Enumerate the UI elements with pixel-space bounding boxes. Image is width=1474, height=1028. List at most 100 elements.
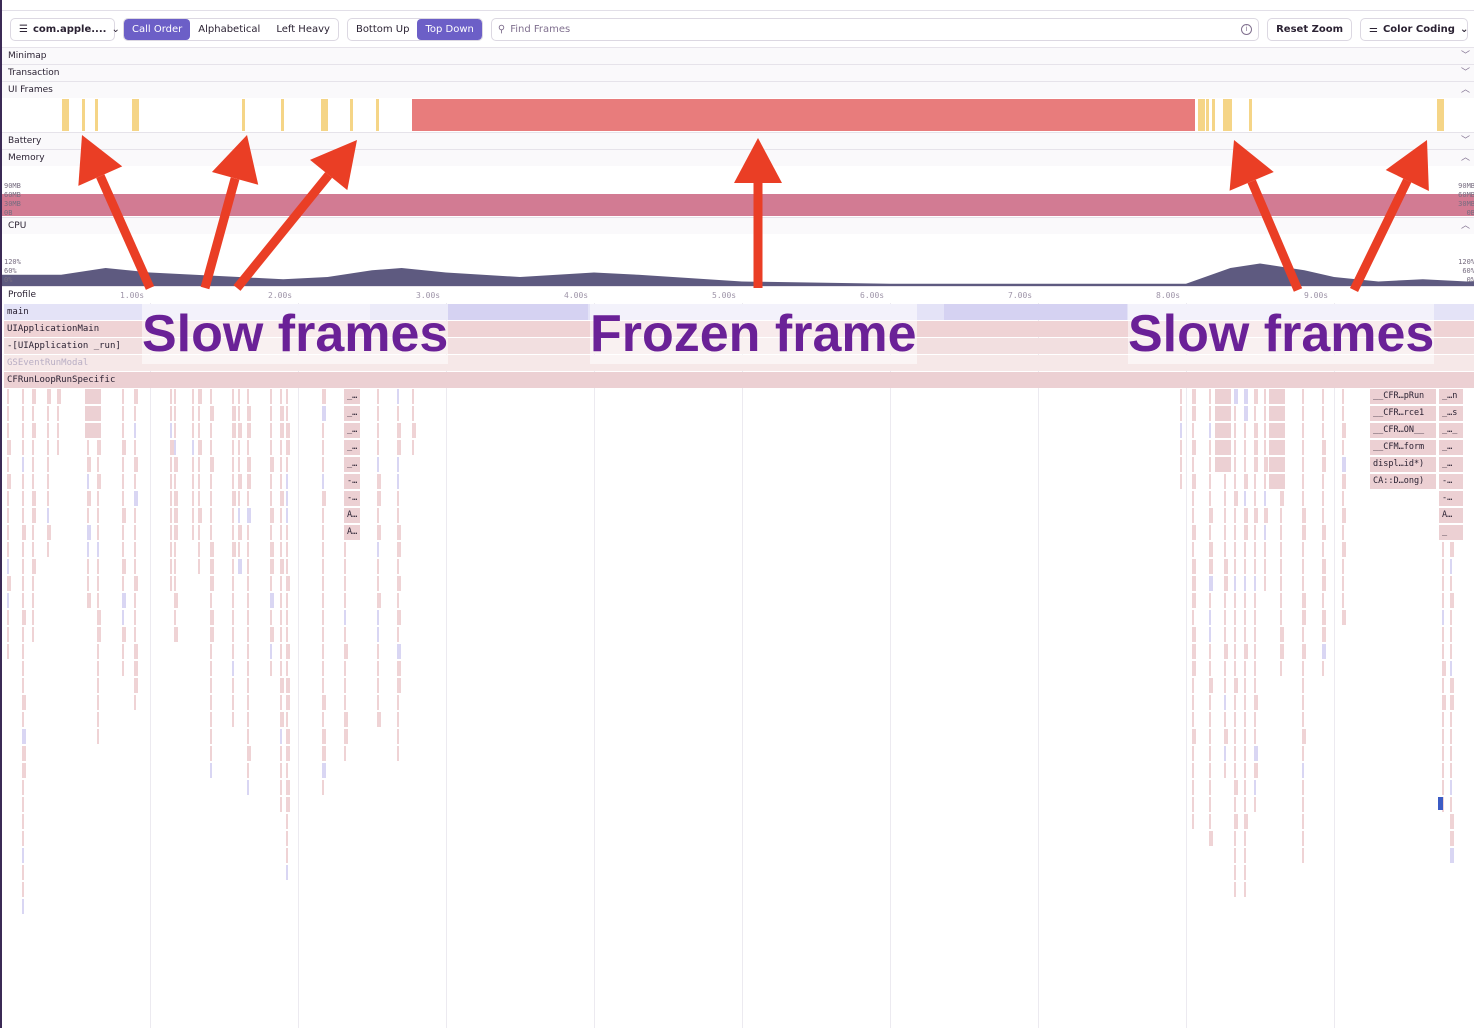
flame-frame[interactable] [280, 389, 282, 404]
flame-frame[interactable] [1322, 542, 1324, 557]
flame-frame[interactable] [247, 729, 249, 744]
flame-frame[interactable] [397, 474, 399, 489]
flame-frame[interactable] [1180, 457, 1182, 472]
flame-frame[interactable] [134, 576, 138, 591]
flame-frame[interactable] [170, 525, 172, 540]
flame-frame[interactable] [377, 542, 379, 557]
flame-frame[interactable] [198, 423, 200, 438]
flame-frame[interactable] [344, 593, 346, 608]
flame-frame[interactable] [1209, 712, 1211, 727]
color-coding-button[interactable]: ⚌ Color Coding ⌄ [1360, 18, 1468, 41]
flame-frame[interactable] [270, 593, 274, 608]
flame-frame[interactable] [32, 423, 36, 438]
flame-frame[interactable] [322, 474, 324, 489]
flame-frame[interactable] [1254, 491, 1256, 506]
flame-frame[interactable] [22, 814, 24, 829]
flame-frame[interactable] [170, 457, 172, 472]
flame-frame[interactable] [247, 525, 249, 540]
flame-frame[interactable] [238, 406, 240, 421]
flame-frame[interactable] [1244, 508, 1248, 523]
slow-frame-bar[interactable] [132, 99, 139, 131]
flame-frame[interactable] [1342, 525, 1344, 540]
flame-frame[interactable] [247, 763, 249, 778]
flame-frame[interactable] [247, 491, 249, 506]
flame-frame[interactable] [1302, 712, 1304, 727]
flame-frame[interactable] [198, 457, 200, 472]
flame-frame[interactable] [97, 610, 101, 625]
flame-frame[interactable] [1342, 559, 1344, 574]
flame-frame[interactable] [7, 627, 9, 642]
flame-frame[interactable] [210, 610, 214, 625]
flame-frame[interactable] [1302, 474, 1304, 489]
flame-frame[interactable] [270, 576, 272, 591]
flame-frame[interactable] [1302, 661, 1304, 676]
flame-frame[interactable] [1264, 542, 1266, 557]
flame-frame[interactable] [1254, 729, 1256, 744]
flame-frame[interactable] [1322, 423, 1324, 438]
flame-frame[interactable] [1442, 661, 1446, 676]
flame-frame[interactable] [280, 474, 282, 489]
flame-frame[interactable] [247, 508, 251, 523]
flame-frame[interactable] [87, 542, 89, 557]
flame-frame[interactable] [134, 542, 136, 557]
flame-frame[interactable] [87, 440, 89, 455]
flame-frame[interactable] [134, 644, 138, 659]
flame-frame[interactable] [174, 474, 176, 489]
flame-frame[interactable] [1234, 746, 1236, 761]
flame-frame[interactable] [22, 627, 24, 642]
section-ui-frames[interactable]: UI Frames ︿ [2, 81, 1474, 98]
flame-frame[interactable] [322, 525, 324, 540]
flame-frame[interactable] [7, 474, 11, 489]
flame-frame[interactable] [1224, 644, 1228, 659]
flame-frame[interactable] [270, 406, 272, 421]
option-bottom-up[interactable]: Bottom Up [355, 24, 410, 35]
flame-frame[interactable] [1264, 576, 1266, 591]
flame-frame[interactable] [32, 627, 34, 642]
flame-frame[interactable] [1254, 389, 1258, 404]
flame-frame[interactable] [192, 406, 194, 421]
flame-frame[interactable] [1302, 542, 1304, 557]
flame-frame[interactable] [280, 678, 284, 693]
flame-frame[interactable] [322, 729, 326, 744]
flame-frame[interactable] [32, 559, 36, 574]
flame-frame[interactable] [22, 593, 24, 608]
flame-frame[interactable] [1254, 695, 1258, 710]
flame-frame[interactable] [322, 389, 326, 404]
flame-frame[interactable] [280, 406, 284, 421]
flame-frame[interactable] [1244, 542, 1246, 557]
flame-frame[interactable] [210, 729, 212, 744]
flame-frame[interactable] [22, 440, 24, 455]
flame-frame[interactable] [238, 491, 240, 506]
flame-frame[interactable] [1192, 695, 1194, 710]
flame-frame[interactable] [1192, 406, 1196, 421]
flame-frame[interactable] [198, 542, 200, 557]
flame-frame[interactable] [322, 712, 324, 727]
flame-frame[interactable] [1450, 695, 1454, 710]
flame-frame[interactable] [22, 474, 24, 489]
flame-frame[interactable] [22, 423, 24, 438]
info-icon[interactable]: i [1241, 24, 1253, 35]
flame-frame[interactable] [1224, 763, 1226, 778]
flame-frame[interactable] [210, 406, 214, 421]
flame-frame[interactable] [1442, 797, 1444, 812]
flame-frame[interactable] [1244, 729, 1246, 744]
flame-frame[interactable] [397, 457, 399, 472]
flame-frame[interactable] [280, 576, 282, 591]
flame-frame[interactable] [1254, 780, 1256, 795]
flame-frame[interactable] [1224, 610, 1226, 625]
flame-frame[interactable] [1244, 474, 1248, 489]
flame-frame[interactable] [97, 474, 101, 489]
slow-frame-bar[interactable] [1249, 99, 1253, 131]
flame-frame[interactable] [122, 508, 126, 523]
flame-frame[interactable] [1215, 440, 1231, 455]
flame-frame[interactable] [280, 797, 282, 812]
flame-frame[interactable] [1234, 406, 1236, 421]
flame-frame[interactable] [232, 525, 234, 540]
flame-frame[interactable] [1302, 763, 1304, 778]
flame-frame[interactable] [1280, 508, 1282, 523]
flame-frame[interactable] [397, 644, 401, 659]
flame-frame[interactable]: A… [344, 525, 360, 540]
flame-frame[interactable] [32, 389, 36, 404]
flame-frame[interactable] [344, 729, 348, 744]
flame-frame[interactable] [22, 491, 24, 506]
